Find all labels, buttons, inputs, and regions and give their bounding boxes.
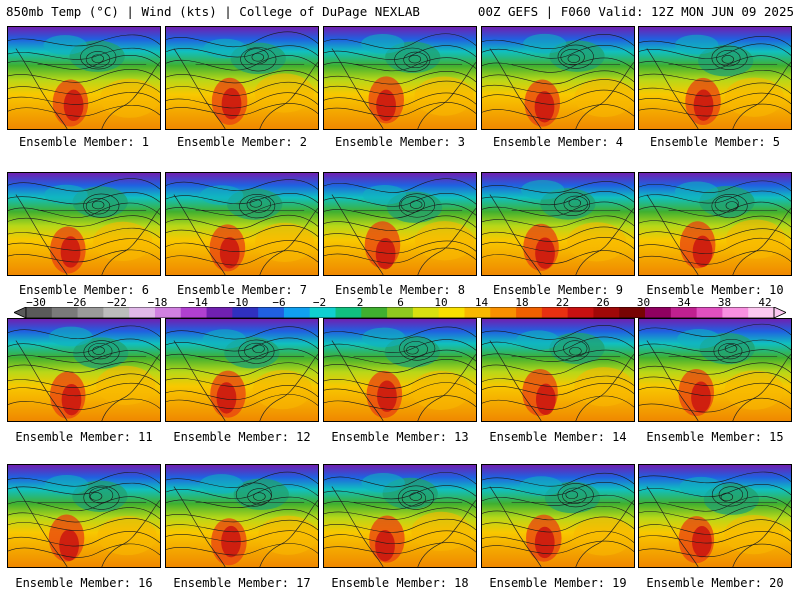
ensemble-map-panel	[638, 318, 792, 422]
ensemble-map-panel	[481, 318, 635, 422]
ensemble-map-panel	[323, 464, 477, 568]
ensemble-member-label: Ensemble Member: 15	[646, 430, 784, 444]
colorbar-tick-label: 30	[636, 296, 651, 309]
colorbar-bin	[180, 307, 207, 318]
colorbar-bin	[154, 307, 182, 318]
ensemble-map-panel	[481, 172, 635, 276]
colorbar-tick-label: 22	[555, 296, 570, 309]
ensemble-map-panel	[7, 464, 161, 568]
ensemble-member-label: Ensemble Member: 7	[176, 283, 308, 297]
colorbar-bin	[412, 307, 440, 318]
colorbar-bin	[438, 307, 465, 318]
colorbar-bin	[593, 307, 620, 318]
colorbar-bin	[103, 307, 130, 318]
colorbar-bin	[516, 307, 543, 318]
colorbar-tick-label: 2	[356, 296, 364, 309]
valid-time-label: 00Z GEFS | F060 Valid: 12Z MON JUN 09 20…	[477, 4, 794, 19]
temperature-colorbar	[14, 307, 786, 318]
ensemble-map-panel	[481, 26, 635, 130]
colorbar-tick-label: 14	[474, 296, 489, 309]
colorbar-tick-label: −26	[66, 296, 87, 309]
colorbar-cap-right	[773, 307, 786, 318]
map-title: 850mb Temp (°C) | Wind (kts) | College o…	[6, 4, 420, 19]
ensemble-map-panel	[323, 318, 477, 422]
ensemble-member-label: Ensemble Member: 8	[334, 283, 466, 297]
colorbar-cap-left	[14, 307, 27, 318]
ensemble-member-label: Ensemble Member: 4	[492, 135, 624, 149]
ensemble-map-panel	[165, 318, 319, 422]
ensemble-member-label: Ensemble Member: 17	[173, 576, 311, 590]
colorbar-bin	[619, 307, 646, 318]
ensemble-member-label: Ensemble Member: 2	[176, 135, 308, 149]
ensemble-map-panel	[323, 26, 477, 130]
colorbar-tick-label: −10	[228, 296, 249, 309]
ensemble-member-label: Ensemble Member: 12	[173, 430, 311, 444]
colorbar-bin	[258, 307, 285, 318]
ensemble-member-label: Ensemble Member: 10	[646, 283, 784, 297]
colorbar-bin	[645, 307, 672, 318]
colorbar-tick-label: 26	[596, 296, 610, 309]
colorbar-bin	[77, 307, 104, 318]
ensemble-member-label: Ensemble Member: 13	[331, 430, 469, 444]
colorbar-bin	[722, 307, 749, 318]
colorbar-bin	[309, 307, 336, 318]
colorbar-bin	[748, 307, 775, 318]
colorbar-bin	[490, 307, 517, 318]
ensemble-member-label: Ensemble Member: 11	[15, 430, 153, 444]
ensemble-member-label: Ensemble Member: 5	[649, 135, 781, 149]
colorbar-tick-label: 42	[758, 296, 772, 309]
colorbar-bin	[26, 307, 53, 318]
colorbar-tick-label: 18	[515, 296, 529, 309]
colorbar-tick-label: −14	[188, 296, 208, 309]
ensemble-member-label: Ensemble Member: 18	[331, 576, 469, 590]
ensemble-member-label: Ensemble Member: 14	[489, 430, 627, 444]
ensemble-map-panel	[7, 26, 161, 130]
colorbar-tick-label: −22	[107, 296, 127, 309]
colorbar-bin	[387, 307, 414, 318]
ensemble-map-panel	[638, 172, 792, 276]
colorbar-bin	[361, 307, 388, 318]
colorbar-bin	[51, 307, 78, 318]
ensemble-member-label: Ensemble Member: 1	[18, 135, 150, 149]
ensemble-map-panel	[638, 26, 792, 130]
colorbar-bin	[567, 307, 594, 318]
ensemble-map-panel	[481, 464, 635, 568]
ensemble-member-label: Ensemble Member: 9	[492, 283, 624, 297]
colorbar-tick-label: 10	[434, 296, 448, 309]
colorbar-bin	[670, 307, 698, 318]
colorbar-bin	[335, 307, 362, 318]
ensemble-map-panel	[165, 26, 319, 130]
colorbar-tick-label: −2	[312, 296, 327, 309]
ensemble-member-label: Ensemble Member: 20	[646, 576, 784, 590]
colorbar-bin	[283, 307, 311, 318]
ensemble-member-label: Ensemble Member: 19	[489, 576, 627, 590]
ensemble-member-label: Ensemble Member: 6	[18, 283, 150, 297]
colorbar-tick-label: −6	[272, 296, 286, 309]
ensemble-map-panel	[7, 172, 161, 276]
colorbar-bin	[129, 307, 156, 318]
colorbar-tick-label: 34	[677, 296, 691, 309]
ensemble-map-panel	[323, 172, 477, 276]
colorbar-tick-label: −30	[26, 296, 46, 309]
ensemble-member-label: Ensemble Member: 3	[334, 135, 466, 149]
ensemble-map-panel	[165, 464, 319, 568]
ensemble-map-panel	[165, 172, 319, 276]
colorbar-bin	[541, 307, 569, 318]
ensemble-map-panel	[638, 464, 792, 568]
colorbar-tick-label: 6	[397, 296, 404, 309]
colorbar-tick-label: −18	[147, 296, 168, 309]
ensemble-map-panel	[7, 318, 161, 422]
colorbar-bin	[464, 307, 491, 318]
ensemble-member-label: Ensemble Member: 16	[15, 576, 153, 590]
colorbar-tick-label: 38	[717, 296, 732, 309]
colorbar-bin	[696, 307, 723, 318]
colorbar-bin	[206, 307, 233, 318]
colorbar-bin	[232, 307, 259, 318]
